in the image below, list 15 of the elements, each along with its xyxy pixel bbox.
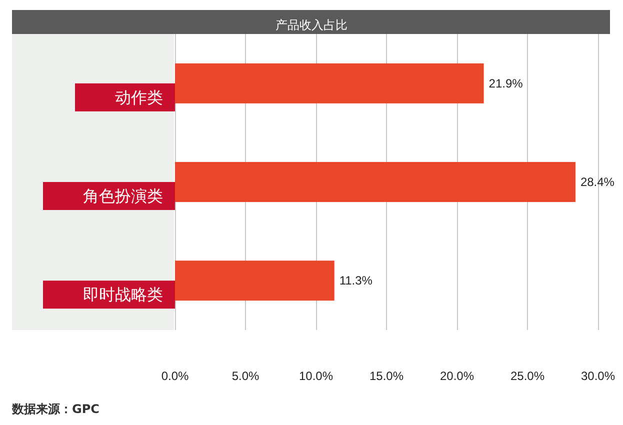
x-tick-label: 25.0%: [510, 369, 545, 383]
x-tick-label: 10.0%: [298, 369, 334, 383]
x-tick-label: 20.0%: [440, 369, 474, 383]
data-label: 28.4%: [580, 175, 615, 189]
x-tick-label: 0.0%: [161, 369, 189, 383]
x-tick-label: 15.0%: [369, 369, 404, 383]
y-tick-label: 即时战略类: [83, 285, 163, 304]
x-tick-label: 5.0%: [232, 369, 260, 383]
chart-title: 产品收入占比: [276, 18, 348, 32]
data-label: 11.3%: [339, 274, 373, 288]
y-tick-label: 动作类: [115, 88, 163, 107]
data-label: 21.9%: [488, 76, 524, 90]
y-tick-label: 角色扮演类: [83, 186, 163, 206]
x-tick-label: 30.0%: [580, 369, 616, 383]
source-note: 数据来源：GPC: [11, 402, 100, 416]
